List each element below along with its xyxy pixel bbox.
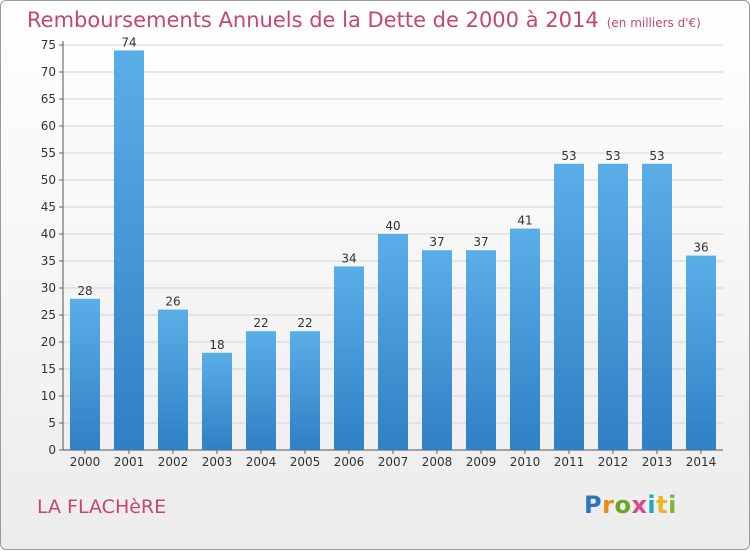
bar-2003 <box>202 352 232 450</box>
y-tick-label: 65 <box>41 92 56 106</box>
y-tick-label: 35 <box>41 254 56 268</box>
x-tick-label-2009: 2009 <box>466 455 497 469</box>
logo-letter: i <box>668 491 677 519</box>
chart-title-text: Remboursements Annuels de la Dette de 20… <box>27 8 599 32</box>
bar-2001 <box>114 50 144 451</box>
logo-letter: t <box>656 491 669 519</box>
value-label-2003: 18 <box>209 338 224 352</box>
x-tick-label-2014: 2014 <box>686 455 717 469</box>
y-tick-label: 55 <box>41 146 56 160</box>
y-tick-label: 0 <box>48 443 56 457</box>
value-label-2014: 36 <box>693 241 708 255</box>
y-tick-label: 10 <box>41 389 56 403</box>
x-tick-label-2008: 2008 <box>422 455 453 469</box>
bar-2009 <box>466 250 496 450</box>
value-label-2006: 34 <box>341 251 356 265</box>
x-tick-label-2006: 2006 <box>334 455 365 469</box>
chart-title: Remboursements Annuels de la Dette de 20… <box>27 8 701 32</box>
x-tick-label-2004: 2004 <box>246 455 277 469</box>
x-tick-label-2010: 2010 <box>510 455 541 469</box>
bar-2014 <box>686 255 716 450</box>
y-tick-label: 25 <box>41 308 56 322</box>
y-tick-label: 15 <box>41 362 56 376</box>
value-label-2007: 40 <box>385 219 400 233</box>
x-tick-label-2002: 2002 <box>158 455 189 469</box>
y-tick-label: 75 <box>41 38 56 52</box>
logo-letter: o <box>614 491 632 519</box>
value-label-2012: 53 <box>605 149 620 163</box>
value-label-2001: 74 <box>121 35 136 49</box>
y-tick-label: 70 <box>41 65 56 79</box>
bar-2002 <box>158 309 188 450</box>
bar-2005 <box>290 331 320 450</box>
bar-2008 <box>422 250 452 450</box>
y-tick-label: 50 <box>41 173 56 187</box>
bar-2011 <box>554 163 584 451</box>
logo-letter: i <box>647 491 657 519</box>
value-label-2011: 53 <box>561 149 576 163</box>
value-label-2000: 28 <box>77 284 92 298</box>
place-name: LA FLACHèRE <box>37 496 167 518</box>
value-label-2013: 53 <box>649 149 664 163</box>
x-tick-label-2001: 2001 <box>114 455 145 469</box>
value-label-2009: 37 <box>473 235 488 249</box>
logo-letter: x <box>631 491 648 519</box>
chart-subtitle: (en milliers d'€) <box>606 16 701 30</box>
y-tick-label: 40 <box>41 227 56 241</box>
y-tick-label: 5 <box>48 416 56 430</box>
value-label-2005: 22 <box>297 316 312 330</box>
x-tick-label-2005: 2005 <box>290 455 321 469</box>
bar-2004 <box>246 331 276 450</box>
x-tick-label-2003: 2003 <box>202 455 233 469</box>
value-label-2008: 37 <box>429 235 444 249</box>
logo-letter: P <box>584 491 603 519</box>
proxiti-logo: Proxiti <box>584 491 677 519</box>
x-tick-label-2007: 2007 <box>378 455 409 469</box>
bar-2012 <box>598 163 628 451</box>
logo-letter: r <box>602 491 615 519</box>
y-tick-label: 30 <box>41 281 56 295</box>
value-label-2002: 26 <box>165 295 180 309</box>
value-label-2010: 41 <box>517 214 532 228</box>
x-tick-label-2000: 2000 <box>70 455 101 469</box>
value-label-2004: 22 <box>253 316 268 330</box>
x-tick-label-2012: 2012 <box>598 455 629 469</box>
bar-2007 <box>378 234 408 450</box>
y-tick-label: 60 <box>41 119 56 133</box>
y-tick-label: 45 <box>41 200 56 214</box>
bar-2000 <box>70 298 100 450</box>
x-tick-label-2011: 2011 <box>554 455 585 469</box>
bar-2006 <box>334 266 364 450</box>
bar-2010 <box>510 228 540 450</box>
bar-2013 <box>642 163 672 451</box>
y-tick-label: 20 <box>41 335 56 349</box>
x-tick-label-2013: 2013 <box>642 455 673 469</box>
